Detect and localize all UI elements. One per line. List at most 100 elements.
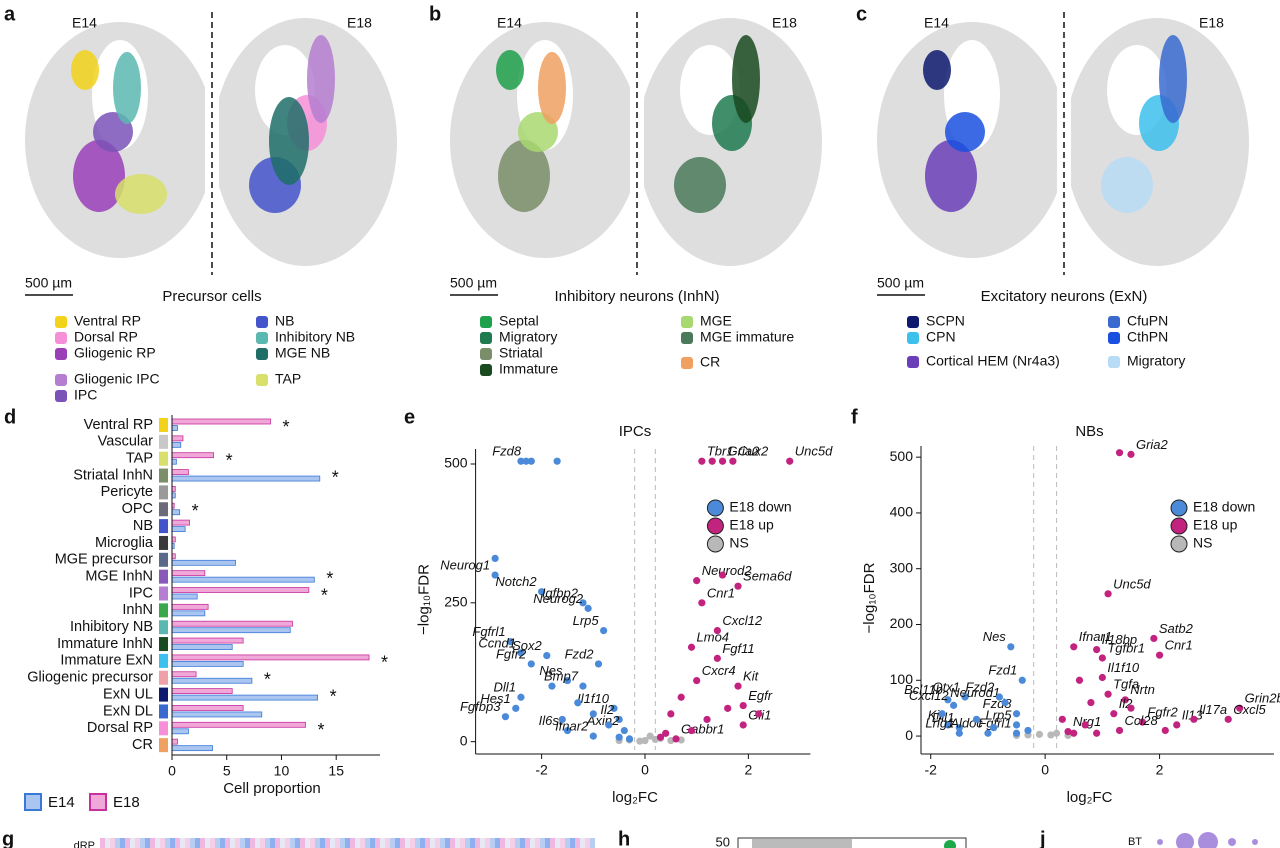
point: [553, 457, 561, 465]
point: [512, 704, 520, 712]
gene-label: Cux2: [738, 444, 769, 459]
point: [984, 729, 992, 737]
point: [734, 582, 742, 590]
bar: [171, 661, 244, 667]
legend-swatch: [1108, 316, 1120, 328]
heatmap-cell: [320, 838, 325, 848]
legend-swatch: [256, 348, 268, 360]
point: [491, 554, 499, 563]
heatmap-cell: [460, 838, 465, 848]
heatmap-cell: [280, 838, 285, 848]
bar: [171, 627, 291, 634]
x-tick-label: 0: [641, 762, 649, 778]
gene-label: Il13: [1182, 707, 1204, 722]
scale-label: 500 µm: [450, 275, 497, 291]
panel-title: Excitatory neurons (ExN): [981, 288, 1148, 305]
heatmap-cell: [205, 838, 210, 848]
point: [522, 457, 530, 465]
legend-swatch: [480, 316, 492, 328]
heatmap-cell: [440, 838, 445, 848]
gene-label: Nes: [983, 629, 1007, 644]
legend-swatch: [681, 332, 693, 344]
category-label: Gliogenic precursor: [27, 670, 153, 686]
gene-label: Notch2: [495, 574, 537, 589]
significance: *: [226, 450, 233, 470]
point: [786, 457, 794, 465]
legend-swatch: [55, 332, 67, 344]
gene-label: Dll1: [932, 710, 954, 725]
point: [1007, 643, 1015, 651]
heatmap-cell: [380, 838, 385, 848]
gene-label: Il18bp: [1102, 632, 1137, 647]
category-swatch: [159, 485, 168, 500]
gene-label: Lmo4: [697, 630, 730, 645]
heatmap-cell: [350, 838, 355, 848]
point: [1110, 710, 1118, 718]
gene-label: Fzd2: [965, 679, 995, 694]
point: [734, 682, 742, 690]
panel-letter: a: [4, 3, 16, 25]
bar: [171, 458, 177, 465]
x-tick-label: -2: [535, 762, 548, 778]
legend-label: MGE immature: [700, 329, 794, 345]
category-label: Vascular: [98, 434, 154, 450]
point: [574, 699, 582, 707]
heatmap-cell: [235, 838, 240, 848]
gene-label: Lrig1: [925, 716, 954, 731]
point: [739, 701, 747, 710]
bar: [171, 711, 263, 718]
point: [491, 571, 499, 579]
cell-cluster: [115, 174, 167, 214]
heatmap-cell: [285, 838, 290, 848]
bar: [171, 644, 233, 650]
point: [579, 599, 587, 607]
point: [1161, 726, 1169, 735]
legend-swatch: [256, 332, 268, 344]
point: [625, 735, 634, 743]
legend-swatch: [907, 332, 919, 344]
heatmap-cell: [145, 838, 150, 848]
gene-label: Fzd1: [988, 663, 1017, 678]
point: [1115, 449, 1124, 457]
heatmap-cell: [525, 838, 530, 848]
point: [687, 643, 696, 651]
heatmap-cell: [485, 838, 490, 848]
heatmap-cell: [565, 838, 570, 848]
heatmap-cell: [325, 838, 330, 848]
point: [677, 693, 685, 701]
significance: *: [330, 686, 337, 706]
point: [718, 457, 727, 465]
category-label: ExN UL: [103, 686, 153, 702]
category-swatch: [159, 687, 168, 702]
point: [944, 840, 956, 848]
heatmap-cell: [420, 838, 425, 848]
dot: [1228, 838, 1236, 846]
legend-swatch: [55, 374, 67, 386]
condition-label: E14: [497, 15, 522, 31]
point: [589, 710, 597, 718]
gene-label: Ccnd1: [478, 635, 516, 650]
panel-letter: c: [856, 3, 867, 25]
gene-label: Lrp5: [986, 707, 1013, 722]
significance: *: [332, 467, 339, 487]
heatmap-cell: [135, 838, 140, 848]
legend-label: Gliogenic RP: [74, 345, 156, 361]
band: [752, 839, 852, 848]
heatmap-cell: [270, 838, 275, 848]
gene-label: Hes1: [480, 691, 510, 706]
panel-letter: g: [2, 828, 14, 848]
category-label: TAP: [126, 451, 153, 467]
bar: [171, 452, 214, 459]
gene-label: Tgfa: [1113, 677, 1139, 692]
category-swatch: [159, 738, 168, 753]
point: [1098, 673, 1106, 682]
heatmap-cell: [575, 838, 580, 848]
category-swatch: [159, 434, 168, 449]
bar: [171, 418, 271, 425]
point: [527, 457, 535, 465]
bar: [171, 509, 181, 516]
gene-label: Il6st: [539, 713, 564, 728]
panel-letter: j: [1039, 828, 1046, 848]
y-tick-label: 300: [890, 559, 914, 575]
heatmap-cell: [195, 838, 200, 848]
